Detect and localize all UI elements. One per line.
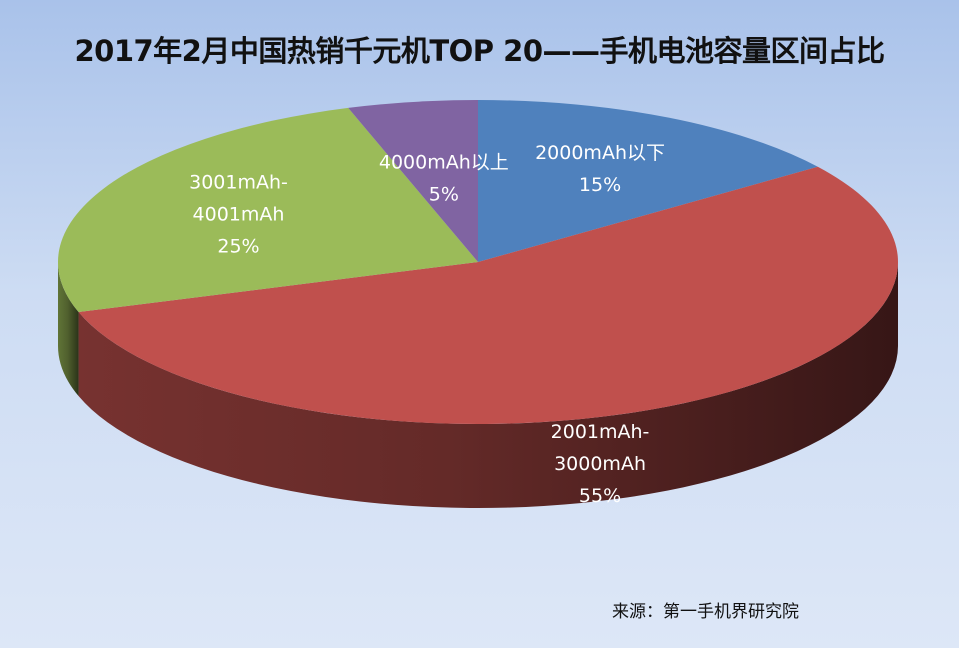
slice-label-2-1: 4001mAh xyxy=(193,203,285,225)
slice-top-2 xyxy=(57,107,478,313)
slice-label-1-1: 3000mAh xyxy=(554,453,646,475)
pie-tops xyxy=(57,100,898,425)
slice-top-3 xyxy=(348,100,478,262)
slice-label-1-0: 2001mAh- xyxy=(551,421,650,443)
slice-side-2 xyxy=(58,262,79,397)
chart-title: 2017年2月中国热销千元机TOP 20——手机电池容量区间占比 xyxy=(74,34,885,68)
slice-label-2-0: 3001mAh- xyxy=(189,171,288,193)
slice-top-1 xyxy=(78,166,898,425)
pie-sides xyxy=(58,262,899,509)
slice-label-3-1: 5% xyxy=(429,183,459,205)
slice-label-2-2: 25% xyxy=(217,235,259,257)
slice-label-0-1: 15% xyxy=(579,174,621,196)
slice-label-3-0: 4000mAh以上 xyxy=(379,151,509,173)
slice-side-1 xyxy=(78,262,899,509)
slice-labels: 2000mAh以下 15% 2001mAh- 3000mAh 55% 3001mAh- 40… xyxy=(189,142,665,507)
slice-label-1-2: 55% xyxy=(579,485,621,507)
slice-top-0 xyxy=(478,100,818,262)
source-note: 来源：第一手机界研究院 xyxy=(612,602,799,622)
slice-label-0-0: 2000mAh以下 xyxy=(535,142,665,164)
